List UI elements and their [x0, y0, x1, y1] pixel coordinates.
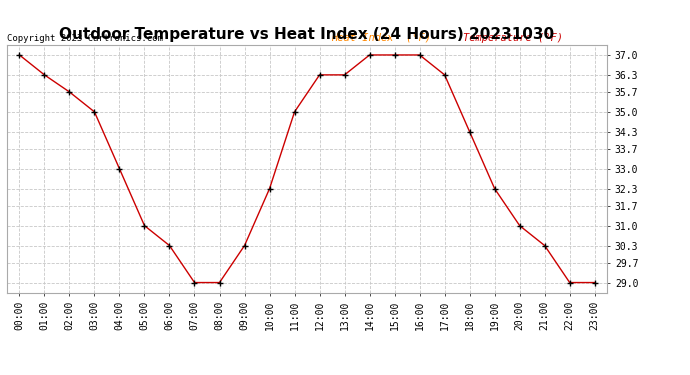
Text: Copyright 2023 Cartronics.com: Copyright 2023 Cartronics.com [7, 33, 163, 42]
Text: Heat Index  (°F): Heat Index (°F) [331, 33, 431, 42]
Text: Temperature (°F): Temperature (°F) [463, 33, 563, 42]
Title: Outdoor Temperature vs Heat Index (24 Hours) 20231030: Outdoor Temperature vs Heat Index (24 Ho… [59, 27, 555, 42]
